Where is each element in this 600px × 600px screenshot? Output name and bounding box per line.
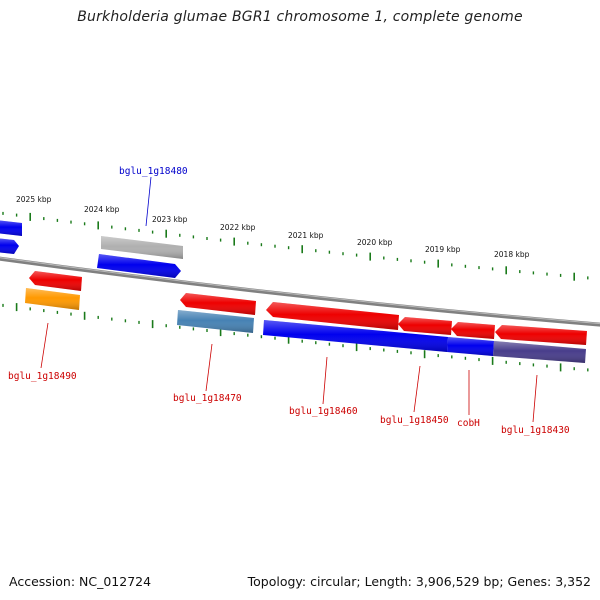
feature-forward-partial-mid[interactable] — [0, 238, 19, 254]
scale-label-2023: 2023 kbp — [152, 215, 188, 224]
label-bglu-1g18450[interactable]: bglu_1g18450 — [380, 415, 449, 426]
genome-backbone — [0, 256, 600, 327]
gene-bglu-1g18470-steel[interactable] — [177, 310, 254, 333]
map-title: Burkholderia glumae BGR1 chromosome 1, c… — [77, 9, 523, 25]
feature-forward-partial-top[interactable] — [0, 220, 22, 236]
scale-label-2020: 2020 kbp — [357, 238, 393, 247]
gene-bglu-1g18430-red[interactable] — [495, 325, 587, 345]
label-bglu-1g18470[interactable]: bglu_1g18470 — [173, 393, 242, 404]
gene-bglu-1g18470-red[interactable] — [180, 293, 256, 315]
gene-cobH-red[interactable] — [451, 322, 495, 339]
gene-bglu-1g18490-red[interactable] — [29, 271, 82, 291]
scale-ticks-outer — [2, 211, 589, 281]
scale-label-2018: 2018 kbp — [494, 250, 530, 259]
scale-label-2024: 2024 kbp — [84, 205, 120, 214]
scale-label-2019: 2019 kbp — [425, 245, 461, 254]
scale-label-2025: 2025 kbp — [16, 195, 52, 204]
leader-line-bglu-1g18430 — [532, 374, 538, 423]
label-cobH[interactable]: cobH — [457, 418, 480, 429]
leader-line-bglu-1g18460 — [322, 356, 328, 405]
label-bglu-1g18490[interactable]: bglu_1g18490 — [8, 371, 77, 382]
gene-bglu-1g18450-cds[interactable] — [447, 337, 494, 356]
gene-bglu-1g18490-orange[interactable] — [25, 288, 80, 310]
scale-label-2022: 2022 kbp — [220, 223, 256, 232]
leader-line-bglu-1g18480 — [145, 176, 152, 227]
label-bglu-1g18480[interactable]: bglu_1g18480 — [119, 166, 188, 177]
gene-bglu-1g18430-slate[interactable] — [493, 341, 586, 363]
leader-line-bglu-1g18450 — [413, 365, 421, 413]
leader-line-bglu-1g18490 — [40, 322, 49, 369]
genome-backbone-highlight — [0, 257, 600, 325]
genome-summary-text: Topology: circular; Length: 3,906,529 bp… — [247, 574, 591, 589]
label-bglu-1g18430[interactable]: bglu_1g18430 — [501, 425, 570, 436]
label-bglu-1g18460[interactable]: bglu_1g18460 — [289, 406, 358, 417]
leader-line-bglu-1g18470 — [205, 343, 213, 392]
gene-bglu-1g18460-cds[interactable] — [263, 320, 448, 352]
accession-text: Accession: NC_012724 — [9, 574, 152, 589]
scale-ticks-inner — [2, 303, 589, 372]
gene-bglu-1g18450-red[interactable] — [398, 317, 452, 335]
gene-bglu-1g18480-cds[interactable] — [97, 254, 181, 278]
gene-bglu-1g18460-red[interactable] — [266, 302, 399, 330]
scale-label-2021: 2021 kbp — [288, 231, 324, 240]
gene-bglu-1g18480-gray[interactable] — [101, 236, 183, 259]
